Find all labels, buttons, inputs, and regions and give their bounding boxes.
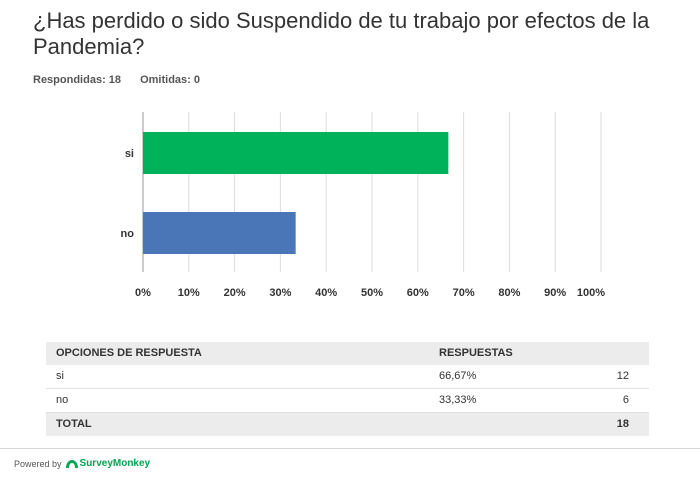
header-responses: RESPUESTAS xyxy=(439,347,513,359)
table-total-row: TOTAL 18 xyxy=(46,413,649,436)
bar-chart: 0% 10% 20% 30% 40% 50% 60% 70% 80% 90% 100% si no xyxy=(121,112,605,299)
response-stats: Respondidas: 18 Omitidas: 0 xyxy=(33,74,216,86)
bar-si xyxy=(143,132,449,174)
x-tick-label: 40% xyxy=(315,287,337,299)
total-label: TOTAL xyxy=(56,418,92,430)
table-row: no 33,33% 6 xyxy=(46,389,649,413)
skipped-count: Omitidas: 0 xyxy=(140,74,200,86)
brand-link[interactable]: SurveyMonkey xyxy=(65,458,151,469)
total-count: 18 xyxy=(616,418,629,430)
row-percent: 66,67% xyxy=(439,370,477,382)
brand-name: SurveyMonkey xyxy=(79,458,151,469)
row-count: 12 xyxy=(616,370,629,382)
table-row: si 66,67% 12 xyxy=(46,365,649,389)
responses-table: OPCIONES DE RESPUESTA RESPUESTAS si 66,6… xyxy=(46,342,649,436)
x-tick-label: 50% xyxy=(361,287,383,299)
row-percent: 33,33% xyxy=(439,394,477,406)
x-tick-label: 70% xyxy=(453,287,475,299)
x-tick-label: 10% xyxy=(178,287,200,299)
question-title: ¿Has perdido o sido Suspendido de tu tra… xyxy=(33,8,650,59)
row-count: 6 xyxy=(622,394,629,406)
bar-no xyxy=(143,212,296,254)
row-option: no xyxy=(56,394,69,406)
table-header-row: OPCIONES DE RESPUESTA RESPUESTAS xyxy=(46,342,649,365)
row-option: si xyxy=(56,370,64,382)
y-category-label: no xyxy=(121,228,135,240)
x-tick-label: 30% xyxy=(269,287,291,299)
x-tick-label: 80% xyxy=(498,287,520,299)
header-options: OPCIONES DE RESPUESTA xyxy=(56,347,202,359)
answered-count: Respondidas: 18 xyxy=(33,74,122,86)
x-tick-label: 90% xyxy=(544,287,566,299)
x-tick-label: 20% xyxy=(224,287,246,299)
powered-by-text: Powered by xyxy=(14,458,62,469)
footer: Powered by SurveyMonkey xyxy=(14,458,150,469)
x-tick-label: 60% xyxy=(407,287,429,299)
footer-divider xyxy=(0,448,700,449)
surveymonkey-logo-icon xyxy=(65,459,78,468)
y-category-label: si xyxy=(125,148,134,160)
x-tick-label: 100% xyxy=(577,287,605,299)
x-tick-label: 0% xyxy=(135,287,151,299)
